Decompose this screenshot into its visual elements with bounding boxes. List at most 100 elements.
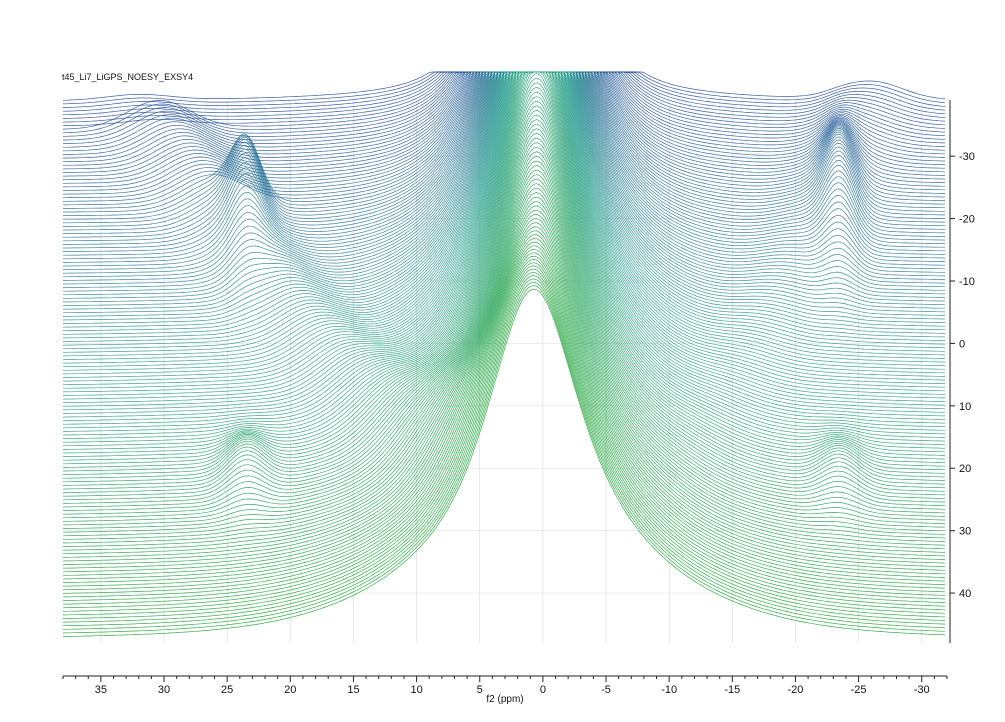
spectrum-trace: [62, 255, 946, 601]
spectrum-trace: [63, 71, 946, 447]
x-tick-label: -25: [851, 684, 867, 696]
spectrum-trace: [62, 234, 946, 580]
spectrum-trace: [62, 262, 946, 609]
spectrum-trace: [62, 71, 946, 414]
spectrum-trace: [63, 123, 945, 490]
y-tick-label: -10: [959, 276, 975, 288]
spectrum-trace: [63, 114, 946, 483]
spectrum-trace: [62, 71, 946, 407]
y-tick-label: 10: [959, 401, 971, 413]
x-axis-label: f2 (ppm): [486, 694, 523, 705]
spectrum-trace: [62, 196, 946, 547]
spectrum-trace: [62, 238, 946, 583]
spectrum-trace: [62, 71, 945, 418]
spectrum-trace: [62, 285, 946, 634]
spectrum-trace: [63, 71, 946, 378]
spectrum-trace: [62, 259, 946, 605]
spectrum-trace: [63, 71, 945, 350]
spectrum-trace: [62, 71, 946, 411]
spectrum-trace: [63, 71, 945, 360]
spectrum-trace: [62, 245, 946, 591]
spectrum-trace: [62, 187, 946, 540]
spectrum-trace: [62, 230, 946, 576]
spectrum-trace: [63, 71, 946, 439]
spectrum-trace: [62, 281, 946, 630]
spectrum-trace: [62, 288, 946, 637]
spectrum-trace: [63, 71, 946, 432]
spectrum-trace: [63, 71, 945, 386]
spectrum-trace: [63, 105, 946, 475]
spectrum-trace: [62, 174, 946, 529]
spectrum-trace: [62, 218, 946, 565]
spectrum-trace: [62, 192, 946, 544]
spectrum-trace: [63, 71, 946, 436]
spectrum-trace: [62, 71, 945, 393]
spectrum-trace: [62, 183, 946, 537]
spectrum-trace: [63, 77, 945, 454]
spectrum-traces: [62, 71, 946, 637]
spectrum-trace: [62, 268, 946, 616]
spectrum-trace: [62, 169, 945, 526]
x-tick-label: 0: [540, 684, 546, 696]
spectrum-trace: [62, 226, 946, 573]
x-tick-label: 35: [95, 684, 107, 696]
x-tick-label: -10: [661, 684, 677, 696]
spectrum-trace: [63, 91, 946, 465]
x-tick-label: -15: [724, 684, 740, 696]
y-tick-label: -30: [959, 151, 975, 163]
spectrum-trace: [63, 71, 946, 364]
x-tick-label: 5: [477, 684, 483, 696]
spectrum-trace: [62, 241, 945, 587]
y-tick-label: -20: [959, 214, 975, 226]
axes: -30 -20 -10 0 10 20 30 40 35 30 25 20 15 10 5 0 -5 -10 -15…: [62, 100, 975, 696]
spectrum-trace: [62, 165, 945, 522]
chart-title: t45_Li7_LiGPS_NOESY_EXSY4: [62, 72, 193, 82]
y-tick-label: 30: [959, 526, 971, 538]
spectrum-trace: [63, 82, 945, 457]
spectrum-trace: [63, 71, 946, 382]
spectrum-trace: [63, 96, 946, 468]
spectrum-trace: [62, 160, 946, 519]
spectrum-trace: [63, 119, 946, 486]
spectrum-trace: [63, 128, 945, 493]
spectrum-trace: [63, 73, 946, 450]
spectrum-trace: [62, 71, 946, 404]
spectrum-trace: [62, 222, 946, 569]
spectrum-trace: [63, 71, 946, 342]
spectrum-trace: [62, 265, 946, 612]
spectrum-trace: [63, 71, 945, 357]
spectrum-trace: [63, 142, 946, 504]
y-tick-label: 0: [959, 338, 965, 350]
y-tick-label: 20: [959, 463, 971, 475]
spectrum-trace: [62, 71, 945, 389]
spectrum-trace: [63, 100, 946, 472]
x-tick-label: 25: [221, 684, 233, 696]
spectrum-trace: [63, 87, 945, 461]
spectrum-trace: [62, 71, 945, 425]
spectrum-trace: [63, 71, 945, 353]
spectrum-trace: [63, 71, 946, 368]
x-tick-label: -5: [601, 684, 611, 696]
spectrum-trace: [63, 71, 946, 371]
spectrum-trace: [63, 110, 946, 479]
x-tick-label: -30: [914, 684, 930, 696]
spectrum-trace: [62, 151, 946, 511]
spectrum-trace: [62, 271, 946, 619]
spectrum-trace: [62, 248, 946, 594]
spectrum-trace: [63, 71, 946, 375]
spectrum-trace: [63, 71, 946, 443]
spectrum-trace: [62, 278, 946, 627]
spectrum-trace: [62, 214, 946, 562]
spectrum-trace: [62, 71, 946, 400]
x-tick-label: 30: [158, 684, 170, 696]
spectrum-trace: [62, 156, 946, 515]
spectrum-trace: [62, 178, 946, 533]
spectrum-trace: [63, 133, 946, 497]
spectrum-trace: [62, 71, 946, 429]
spectrum-trace: [62, 209, 945, 558]
spectrum-trace: [62, 71, 946, 396]
x-tick-label: 15: [347, 684, 359, 696]
x-tick-label: 10: [410, 684, 422, 696]
spectrum-trace: [62, 205, 946, 555]
